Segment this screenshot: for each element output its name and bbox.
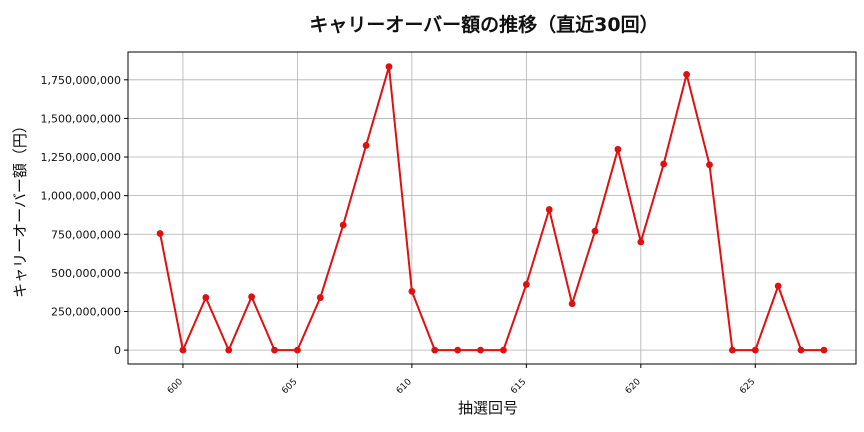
data-point [751,346,759,354]
y-tick-label: 250,000,000 [51,305,121,318]
x-axis-ticks: 600 605 610 615 620 625 [166,364,757,396]
data-points [156,63,828,354]
y-tick-label: 1,000,000,000 [41,190,121,203]
data-point [271,346,278,354]
x-tick-label: 625 [738,377,757,396]
y-tick-label: 1,750,000,000 [41,74,121,87]
data-point [202,294,210,301]
y-tick-label: 1,250,000,000 [41,151,121,164]
data-point [660,160,668,168]
x-axis-label: 抽選回号 [458,399,518,417]
x-tick-label: 605 [280,377,299,396]
x-tick-label: 610 [395,377,414,396]
data-point [408,288,416,295]
data-point [339,221,347,229]
data-point [591,227,599,235]
y-axis-label: キャリーオーバー額（円） [11,118,29,298]
data-point [362,142,370,149]
data-point [179,346,187,354]
data-point [454,346,462,354]
data-point [385,63,393,71]
data-point [797,346,805,354]
data-point [248,293,256,301]
data-point [568,300,576,308]
x-tick-label: 615 [509,377,528,396]
data-point [728,346,736,354]
y-tick-label: 500,000,000 [51,267,121,280]
data-point [820,346,828,354]
x-tick-label: 600 [166,377,185,396]
data-point [637,238,645,246]
data-point [545,206,553,213]
grid-lines [128,52,856,364]
data-point [614,145,622,153]
data-point [225,346,233,354]
data-point [316,294,324,301]
data-point [522,281,530,288]
data-point [774,282,782,290]
data-point [156,230,164,237]
x-tick-label: 620 [624,377,643,396]
chart-title: キャリーオーバー額の推移（直近30回） [309,13,658,36]
series-line [159,66,824,354]
data-point [294,346,301,354]
data-point [431,346,439,354]
data-point [683,70,690,78]
data-point [500,346,507,354]
data-point [706,161,713,169]
y-tick-label: 1,500,000,000 [41,112,121,125]
y-tick-label: 750,000,000 [51,228,121,241]
plot-frame [127,51,857,365]
y-axis-ticks: 0 250,000,000 500,000,000 750,000,000 1,000,… [41,74,128,357]
y-tick-label: 0 [114,344,121,357]
data-point [477,346,484,354]
